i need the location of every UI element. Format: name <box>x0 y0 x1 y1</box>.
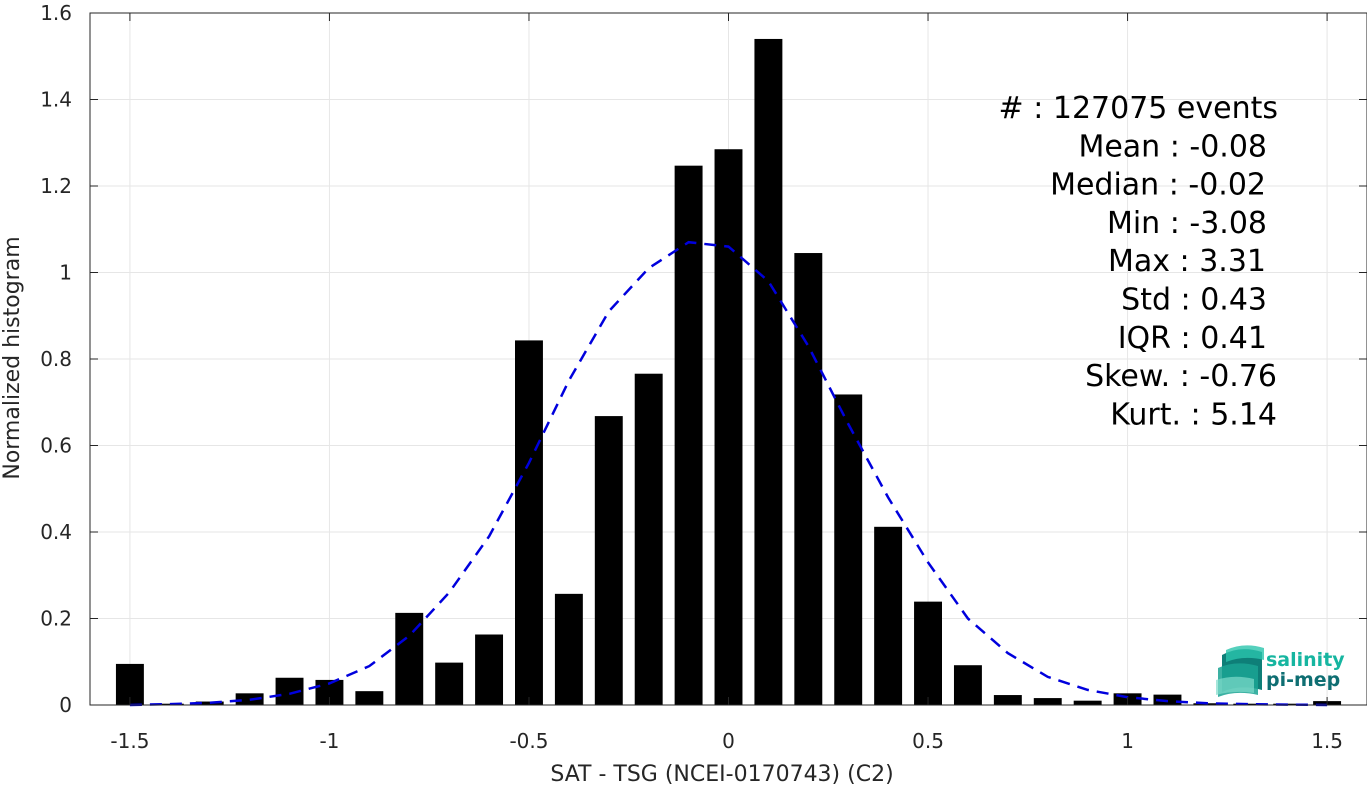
x-axis-ticks: -1.5 -1 -0.5 0 0.5 1 1.5 <box>110 13 1343 753</box>
histogram-bar <box>874 526 903 705</box>
y-tick-label: 0.6 <box>40 434 72 458</box>
histogram-bar <box>435 662 464 705</box>
histogram-bar <box>594 416 623 705</box>
histogram-bar <box>195 701 224 705</box>
x-tick-label: 0 <box>722 729 735 753</box>
stat-line: Median : -0.02 <box>1050 168 1266 203</box>
stat-line: Min : -3.08 <box>1107 206 1267 241</box>
histogram-bar <box>395 612 424 705</box>
histogram-bar <box>1073 700 1102 705</box>
x-tick-label: 1.5 <box>1311 729 1343 753</box>
y-tick-label: 0.2 <box>40 607 72 631</box>
histogram-bar <box>914 601 942 705</box>
histogram-bar <box>674 165 703 706</box>
histogram-bar <box>235 693 264 705</box>
y-axis-ticks: 0 0.2 0.4 0.6 0.8 1 1.2 1.4 1.6 <box>40 1 1367 717</box>
histogram-bar <box>515 340 543 705</box>
stat-line: Kurt. : 5.14 <box>1110 397 1277 432</box>
stat-line: IQR : 0.41 <box>1118 321 1267 356</box>
y-tick-label: 1.4 <box>40 88 72 112</box>
histogram-bar <box>714 149 743 706</box>
logo-line-1: salinity <box>1266 649 1345 671</box>
histogram-bar <box>754 38 783 705</box>
stat-line: Skew. : -0.76 <box>1085 359 1277 394</box>
x-tick-label: -1 <box>319 729 339 753</box>
x-axis-label: SAT - TSG (NCEI-0170743) (C2) <box>550 762 893 785</box>
logo-waves-icon <box>1216 645 1264 697</box>
salinity-pi-mep-logo: salinity pi-mep <box>1216 645 1345 697</box>
stat-line: Max : 3.31 <box>1108 244 1266 279</box>
x-tick-label: 0.5 <box>912 729 944 753</box>
y-axis-label: Normalized histogram <box>0 236 25 479</box>
stat-line: # : 127075 events <box>999 91 1278 126</box>
histogram-bar <box>993 695 1022 705</box>
histogram-bar <box>634 373 663 705</box>
histogram-bars <box>115 38 1342 706</box>
histogram-bar <box>355 691 384 705</box>
histogram-bar <box>1153 694 1182 705</box>
y-tick-label: 0.8 <box>40 347 72 371</box>
y-tick-label: 1.2 <box>40 174 72 198</box>
histogram-bar <box>155 703 184 705</box>
histogram-bar <box>554 593 583 705</box>
y-tick-label: 0 <box>59 693 72 717</box>
histogram-bar <box>953 665 982 705</box>
x-tick-label: -0.5 <box>509 729 548 753</box>
logo-line-2: pi-mep <box>1266 669 1340 691</box>
stat-line: Std : 0.43 <box>1121 283 1267 318</box>
histogram-bar <box>834 394 863 705</box>
x-tick-label: -1.5 <box>110 729 149 753</box>
histogram-bar <box>794 253 823 705</box>
y-tick-label: 0.4 <box>40 520 72 544</box>
stat-line: Mean : -0.08 <box>1078 129 1267 164</box>
histogram-bar <box>475 634 504 705</box>
y-tick-label: 1.6 <box>40 1 72 25</box>
histogram-bar <box>1033 698 1062 705</box>
x-tick-label: 1 <box>1121 729 1134 753</box>
y-tick-label: 1 <box>59 261 72 285</box>
